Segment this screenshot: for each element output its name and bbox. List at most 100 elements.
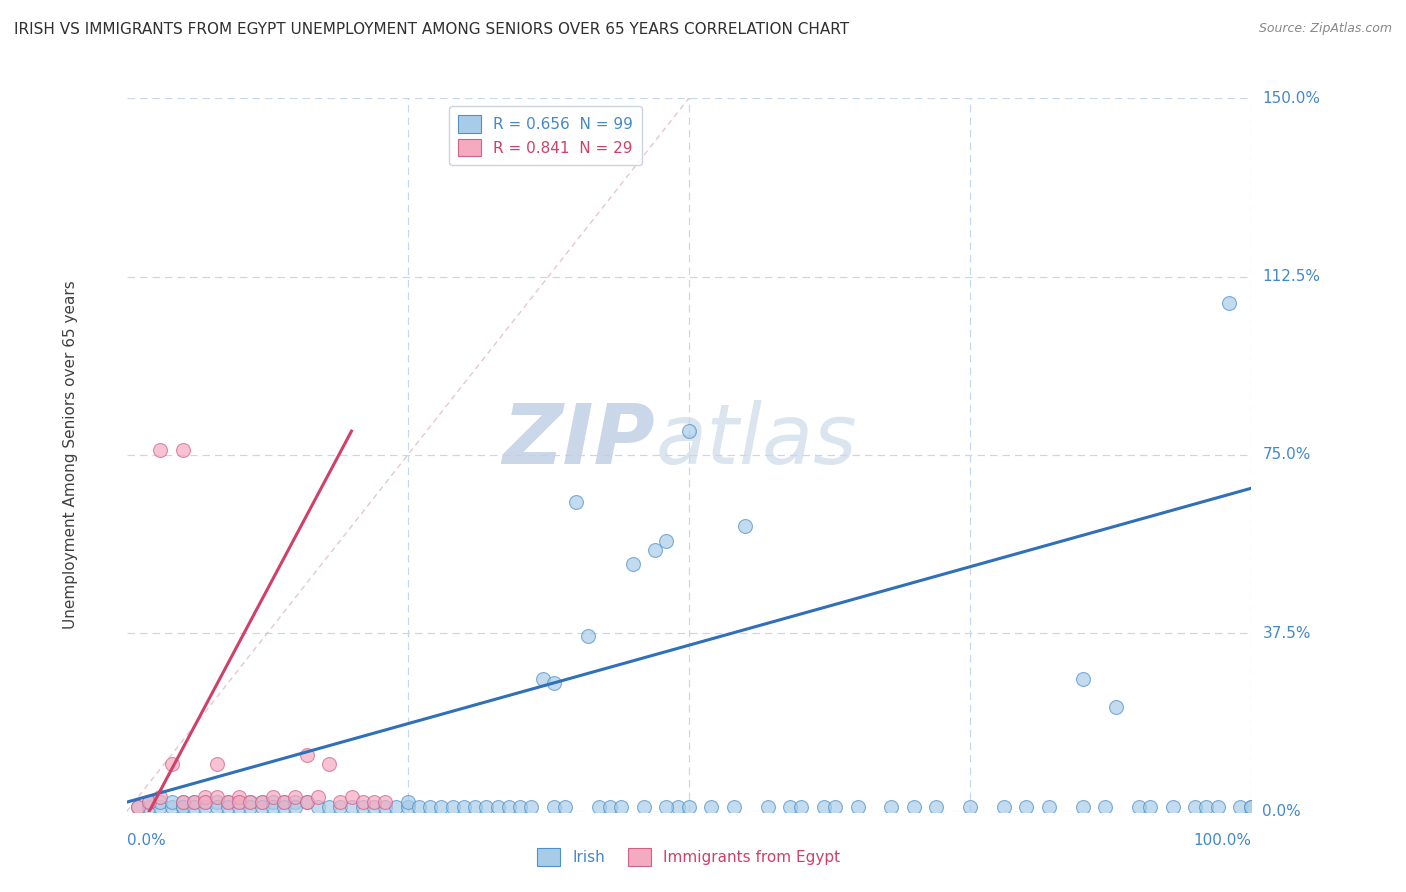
Point (610, 800, 633, 814)
Point (824, 800, 846, 814)
Point (160, 795, 183, 809)
Text: 100.0%: 100.0% (1194, 833, 1251, 848)
Point (172, 800, 194, 814)
Point (621, 558, 644, 572)
Point (1128, 800, 1150, 814)
Point (408, 800, 430, 814)
Point (666, 800, 689, 814)
Point (633, 800, 655, 814)
Point (273, 800, 295, 814)
Point (385, 800, 408, 814)
Point (149, 795, 172, 809)
Point (813, 800, 835, 814)
Point (723, 800, 745, 814)
Text: 37.5%: 37.5% (1263, 626, 1310, 640)
Point (138, 795, 160, 809)
Point (655, 800, 678, 814)
Point (284, 790, 307, 805)
Point (678, 424, 700, 438)
Point (127, 800, 149, 814)
Point (1105, 700, 1128, 714)
Point (520, 800, 543, 814)
Text: Unemployment Among Seniors over 65 years: Unemployment Among Seniors over 65 years (63, 281, 77, 629)
Point (172, 800, 194, 814)
Point (396, 795, 419, 809)
Point (217, 795, 239, 809)
Point (127, 800, 149, 814)
Point (790, 800, 813, 814)
Point (138, 795, 160, 809)
Point (284, 800, 307, 814)
Point (880, 800, 903, 814)
Point (262, 800, 284, 814)
Point (228, 790, 250, 805)
Text: atlas: atlas (655, 401, 856, 481)
Point (486, 800, 509, 814)
Point (464, 800, 486, 814)
Point (183, 795, 205, 809)
Point (183, 795, 205, 809)
Point (307, 800, 329, 814)
Point (160, 800, 183, 814)
Point (205, 800, 228, 814)
Point (1015, 800, 1038, 814)
Point (318, 800, 340, 814)
Point (363, 795, 385, 809)
Point (149, 443, 172, 458)
Point (138, 800, 160, 814)
Point (925, 800, 948, 814)
Point (352, 795, 374, 809)
Text: 0.0%: 0.0% (127, 833, 166, 848)
Point (531, 672, 554, 686)
Point (363, 800, 385, 814)
Point (262, 790, 284, 805)
Point (239, 795, 262, 809)
Point (172, 443, 194, 458)
Text: 0.0%: 0.0% (1263, 805, 1301, 819)
Point (543, 800, 565, 814)
Point (239, 795, 262, 809)
Point (295, 795, 318, 809)
Point (374, 795, 396, 809)
Point (419, 800, 441, 814)
Point (959, 800, 981, 814)
Point (239, 800, 262, 814)
Point (217, 795, 239, 809)
Point (273, 795, 295, 809)
Point (295, 747, 318, 762)
Point (734, 519, 756, 533)
Point (149, 790, 172, 805)
Point (576, 629, 599, 643)
Point (205, 790, 228, 805)
Point (205, 795, 228, 809)
Point (250, 795, 273, 809)
Point (588, 800, 610, 814)
Point (262, 795, 284, 809)
Point (340, 800, 363, 814)
Point (194, 790, 217, 805)
Point (250, 800, 273, 814)
Point (756, 800, 779, 814)
Point (509, 800, 531, 814)
Point (1240, 800, 1263, 814)
Point (228, 795, 250, 809)
Point (149, 800, 172, 814)
Text: 150.0%: 150.0% (1263, 91, 1320, 105)
Point (183, 800, 205, 814)
Point (250, 795, 273, 809)
Point (1240, 800, 1263, 814)
Text: 112.5%: 112.5% (1263, 269, 1320, 284)
Point (554, 800, 576, 814)
Point (1139, 800, 1161, 814)
Point (993, 800, 1015, 814)
Point (543, 676, 565, 690)
Text: 75.0%: 75.0% (1263, 448, 1310, 462)
Point (1071, 800, 1094, 814)
Point (498, 800, 520, 814)
Point (1071, 672, 1094, 686)
Point (1229, 800, 1251, 814)
Text: IRISH VS IMMIGRANTS FROM EGYPT UNEMPLOYMENT AMONG SENIORS OVER 65 YEARS CORRELAT: IRISH VS IMMIGRANTS FROM EGYPT UNEMPLOYM… (14, 22, 849, 37)
Point (228, 795, 250, 809)
Point (284, 795, 307, 809)
Point (194, 795, 217, 809)
